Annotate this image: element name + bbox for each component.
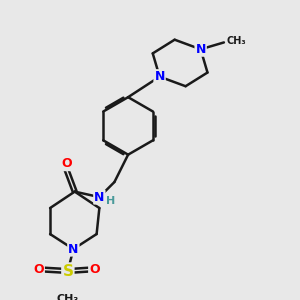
Text: O: O bbox=[89, 263, 100, 276]
Text: N: N bbox=[154, 70, 165, 83]
Text: O: O bbox=[61, 157, 72, 170]
Text: S: S bbox=[62, 263, 74, 278]
Text: N: N bbox=[94, 190, 104, 204]
Text: CH₃: CH₃ bbox=[57, 294, 79, 300]
Text: H: H bbox=[106, 196, 116, 206]
Text: N: N bbox=[196, 43, 206, 56]
Text: CH₃: CH₃ bbox=[226, 36, 246, 46]
Text: N: N bbox=[68, 243, 79, 256]
Text: O: O bbox=[33, 263, 44, 276]
